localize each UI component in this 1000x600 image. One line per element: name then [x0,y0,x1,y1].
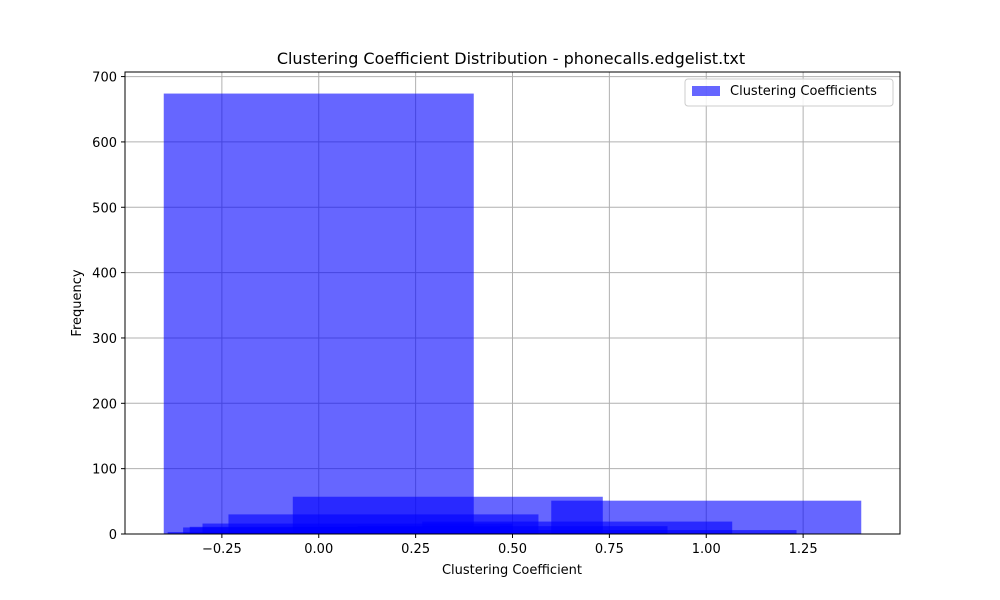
x-tick-label: 1.00 [692,542,721,557]
y-tick-label: 300 [92,332,117,347]
legend-swatch [692,86,720,96]
x-tick-label: −0.25 [202,542,242,557]
y-tick-label: 500 [92,201,117,216]
histogram-bar [486,530,797,534]
histogram-bar [163,93,474,534]
x-tick-label: 0.75 [595,542,624,557]
x-tick-label: 0.00 [304,542,333,557]
y-tick-label: 400 [92,267,117,282]
x-axis-label: Clustering Coefficient [442,563,582,578]
legend: Clustering Coefficients [684,78,894,107]
chart-title: Clustering Coefficient Distribution - ph… [277,49,745,68]
x-tick-label: 0.50 [498,542,527,557]
histogram-bar [183,527,494,534]
y-axis-ticks: 0 100 200 300 400 500 600 700 [92,71,125,543]
y-tick-label: 0 [109,528,117,543]
y-axis-label: Frequency [70,269,85,336]
y-tick-label: 700 [92,71,117,86]
x-axis-ticks: −0.25 0.00 0.25 0.50 0.75 1.00 1.25 [202,534,818,557]
x-tick-label: 1.25 [789,542,818,557]
y-tick-label: 600 [92,136,117,151]
legend-box [684,78,894,107]
y-tick-label: 100 [92,463,117,478]
x-tick-label: 0.25 [401,542,430,557]
legend-label: Clustering Coefficients [730,84,877,99]
y-tick-label: 200 [92,397,117,412]
histogram-bar [167,532,478,534]
bars [163,93,862,534]
